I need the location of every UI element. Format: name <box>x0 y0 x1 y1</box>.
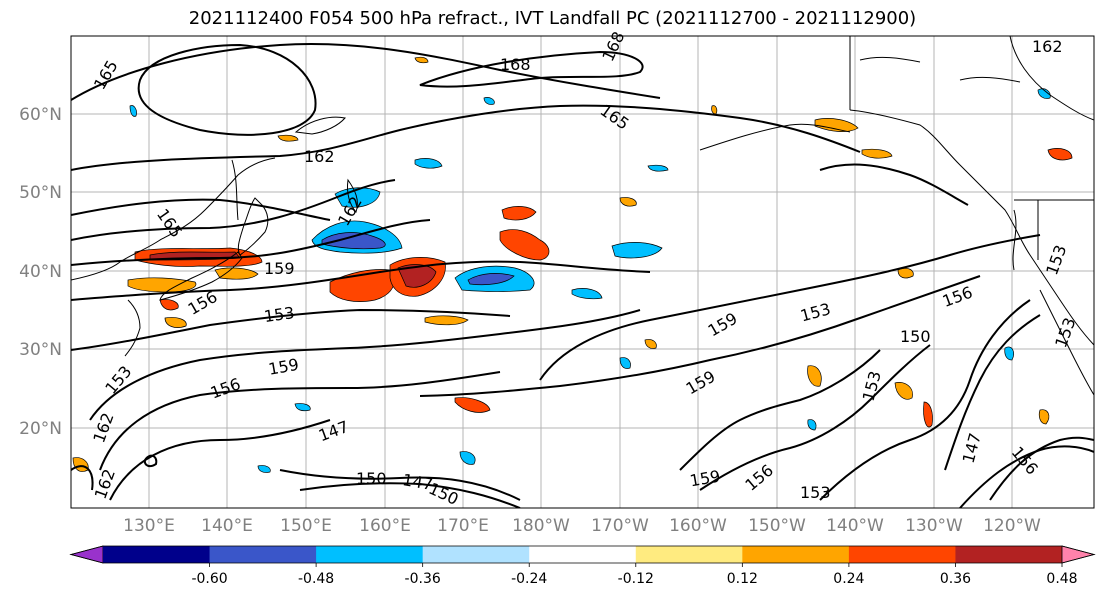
contour-label: 162 <box>304 147 335 166</box>
colorbar-arrow-left <box>69 545 104 564</box>
colorbar-segment <box>742 546 850 563</box>
lat-label: 20°N <box>19 419 62 439</box>
colorbar-segment <box>103 546 211 563</box>
colorbar-segment <box>848 546 956 563</box>
colorbar-segment <box>529 546 637 563</box>
lon-label: 180°W <box>512 516 570 536</box>
colorbar-segment <box>316 546 424 563</box>
contour-label: 150 <box>356 469 387 488</box>
contour-label: 150 <box>900 327 931 346</box>
contour-label: 159 <box>264 259 295 278</box>
lon-label: 130°W <box>905 516 963 536</box>
lon-label: 120°W <box>983 516 1041 536</box>
lon-label: 150°W <box>748 516 806 536</box>
colorbar-outline <box>69 545 1096 564</box>
colorbar-segment <box>635 546 743 563</box>
latitude-labels: 60°N 50°N 40°N 30°N 20°N <box>19 105 62 439</box>
colorbar-tick-label: 0.48 <box>1046 571 1077 587</box>
colorbar-tick-label: -0.48 <box>298 571 334 587</box>
lon-label: 170°E <box>437 516 489 536</box>
longitude-labels: 130°E 140°E 150°E 160°E 170°E 180°W 170°… <box>123 516 1041 536</box>
lat-label: 40°N <box>19 262 62 282</box>
lon-label: 130°E <box>123 516 175 536</box>
colorbar-tick-label: -0.36 <box>405 571 441 587</box>
lon-label: 160°E <box>359 516 411 536</box>
map-title: 2021112400 F054 500 hPa refract., IVT La… <box>188 8 917 29</box>
colorbar-tick-label: -0.12 <box>618 571 654 587</box>
contour-label: 168 <box>500 55 531 74</box>
colorbar-segment <box>209 546 317 563</box>
lon-label: 140°W <box>826 516 884 536</box>
colorbar-tick-label: 0.24 <box>833 571 864 587</box>
contour-lines <box>71 43 1094 508</box>
lon-label: 150°E <box>280 516 332 536</box>
lat-label: 60°N <box>19 105 62 125</box>
colorbar-tick-label: 0.36 <box>940 571 971 587</box>
colorbar-tick-label: -0.60 <box>191 571 227 587</box>
colorbar-segment <box>422 546 530 563</box>
lon-label: 170°W <box>591 516 649 536</box>
colorbar: -0.60 -0.48 -0.36 -0.24 -0.12 0.12 0.24 0.36 0.4… <box>69 545 1096 587</box>
contour-label: 153 <box>263 303 296 326</box>
lon-label: 140°E <box>201 516 253 536</box>
lon-label: 160°W <box>669 516 727 536</box>
lat-label: 50°N <box>19 183 62 203</box>
colorbar-tick-label: -0.24 <box>511 571 547 587</box>
map-border <box>70 35 1095 509</box>
colorbar-segment <box>955 546 1063 563</box>
contour-label: 153 <box>800 483 831 502</box>
negative-anomaly-patches <box>129 88 1051 473</box>
contour-label: 162 <box>1032 37 1063 56</box>
colorbar-tick-label: 0.12 <box>727 571 758 587</box>
lat-label: 30°N <box>19 340 62 360</box>
colorbar-arrow-right <box>1061 545 1096 564</box>
contour-label-group: 165 168 168 162 165 162 165 162 159 156 … <box>89 29 1079 509</box>
